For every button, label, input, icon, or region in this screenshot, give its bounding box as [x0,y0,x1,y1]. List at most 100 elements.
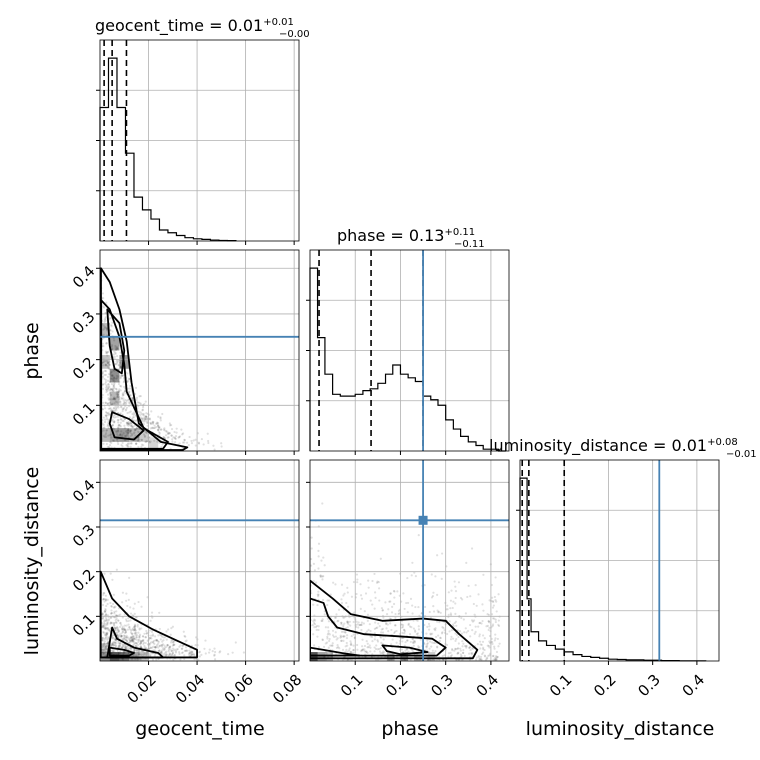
sample-point [116,649,119,653]
sample-point [115,374,119,378]
sample-point [117,364,121,367]
sample-point [104,634,107,637]
sample-point [108,363,111,366]
sample-point [350,595,354,598]
sample-point [127,647,130,650]
sample-point [345,636,349,640]
sample-point [123,385,126,389]
sample-point [113,416,116,419]
sample-point [139,402,142,405]
sample-point [431,649,434,652]
sample-point [312,619,315,623]
sample-point [167,648,170,651]
sample-point [131,637,135,641]
sample-point [120,635,123,638]
sample-point [138,438,141,441]
sample-point [423,605,427,609]
sample-point [310,557,313,561]
sample-point [117,423,120,426]
sample-point [118,395,121,399]
sample-point [479,647,482,650]
sample-point [162,435,165,439]
sample-point [481,634,485,637]
sample-point [382,616,385,619]
sample-point [470,653,473,656]
sample-point [123,391,126,394]
sample-point [366,619,369,622]
sample-point [115,639,118,642]
sample-point [128,416,132,419]
sample-point [106,379,110,382]
sample-point [430,596,434,599]
sample-point [108,413,111,416]
sample-point [126,411,129,415]
sample-point [128,638,131,641]
sample-point [110,611,114,615]
sample-point [139,645,142,648]
sample-point [114,605,117,608]
sample-point [469,635,472,638]
sample-point [116,361,119,365]
sample-point [157,634,160,637]
sample-point [101,645,104,648]
sample-point [106,361,109,364]
sample-point [407,623,410,626]
sample-point [110,609,113,612]
sample-point [124,638,127,642]
sample-point [336,644,339,647]
sample-point [454,585,457,588]
sample-point [190,653,193,656]
sample-point [113,380,116,383]
sample-point [430,645,433,648]
sample-point [120,635,123,638]
sample-point [435,645,439,648]
sample-point [446,604,449,607]
xlabel-luminosity-distance: luminosity_distance [526,718,715,740]
sample-point [145,415,148,418]
sample-point [111,388,114,391]
sample-point [180,651,184,655]
sample-point [104,627,107,630]
sample-point [218,651,221,654]
sample-point [340,621,343,624]
sample-point [408,625,412,628]
sample-point [373,646,376,649]
sample-point [104,646,107,649]
sample-point [133,625,137,628]
sample-point [119,405,122,408]
sample-point [103,327,106,330]
sample-point [111,424,114,427]
sample-point [130,636,133,639]
sample-point [181,433,184,436]
sample-point [419,638,422,641]
sample-point [181,644,184,648]
sample-point [165,630,168,633]
sample-point [146,417,149,420]
sample-point [428,628,431,631]
sample-point [491,640,494,644]
sample-point [121,374,124,377]
sample-point [481,652,484,656]
sample-point [345,620,349,623]
sample-point [107,397,110,400]
sample-point [117,426,120,429]
sample-point [401,625,404,628]
sample-point [120,396,123,399]
sample-point [117,418,120,422]
sample-point [431,632,434,635]
sample-point [402,592,405,595]
sample-point [151,646,154,649]
sample-point [188,649,191,652]
sample-point [109,387,112,390]
sample-point [494,618,497,621]
sample-point [155,658,158,661]
sample-point [404,641,407,644]
sample-point [491,599,494,603]
sample-point [465,646,468,649]
sample-point [135,631,138,634]
sample-point [104,414,107,417]
sample-point [157,428,160,432]
sample-point [148,629,152,632]
sample-point [169,424,172,427]
sample-point [109,373,112,376]
